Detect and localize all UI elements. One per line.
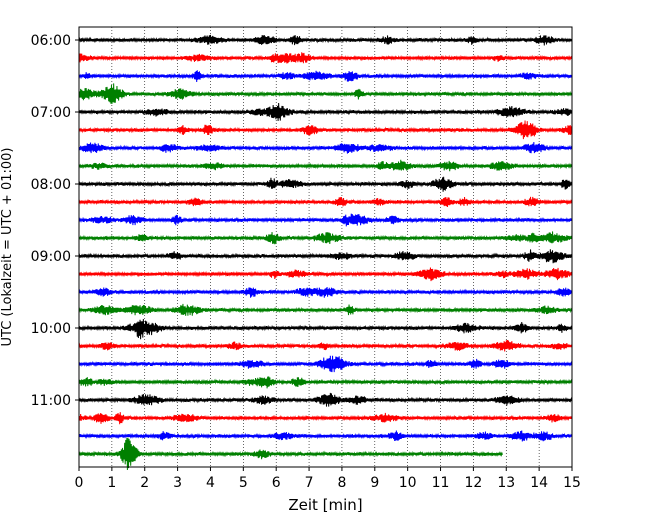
- x-tick-label: 15: [563, 475, 581, 491]
- x-tick-label: 4: [206, 475, 215, 491]
- y-tick-label: 09:00: [31, 249, 71, 265]
- x-tick-label: 1: [107, 475, 116, 491]
- x-tick-label: 7: [305, 475, 314, 491]
- trace-row-0945: [78, 303, 573, 316]
- y-tick-label: 08:00: [31, 177, 71, 193]
- trace-row-1045: [78, 376, 573, 389]
- x-axis-ticks: 0 1 2 3 4 5 6 7 8 9 10 11 12 13 14 15: [75, 467, 581, 491]
- x-tick-label: 14: [530, 475, 548, 491]
- x-tick-label: 9: [370, 475, 379, 491]
- x-axis-label: Zeit [min]: [288, 496, 362, 514]
- trace-row-0615: [78, 52, 573, 64]
- plot-frame: [78, 26, 573, 468]
- y-tick-label: 11:00: [31, 393, 71, 409]
- trace-row-1145: [78, 437, 503, 471]
- y-tick-label: 06:00: [31, 33, 71, 49]
- trace-row-0800: [78, 176, 573, 192]
- x-tick-label: 12: [464, 475, 482, 491]
- x-tick-label: 13: [497, 475, 515, 491]
- x-tick-label: 2: [140, 475, 149, 491]
- trace-row-0600: [78, 34, 573, 46]
- trace-row-0645: [78, 83, 573, 104]
- trace-row-0830: [78, 213, 573, 227]
- trace-row-0745: [78, 159, 573, 172]
- trace-row-0845: [78, 231, 573, 245]
- trace-row-0930: [78, 287, 573, 298]
- trace-row-0915: [78, 267, 573, 282]
- trace-row-1130: [78, 430, 573, 442]
- x-tick-label: 6: [272, 475, 281, 491]
- grid-lines: [111, 27, 540, 467]
- trace-row-1100: [78, 392, 573, 407]
- y-tick-label: 07:00: [31, 105, 71, 121]
- x-tick-label: 0: [75, 475, 84, 491]
- x-tick-label: 8: [337, 475, 346, 491]
- y-tick-label: 10:00: [31, 321, 71, 337]
- y-axis-ticks: 06:00 07:00 08:00 09:00 10:00 11:00: [31, 33, 79, 409]
- trace-row-0815: [78, 196, 573, 208]
- y-axis-label: UTC (Lokalzeit = UTC + 01:00): [0, 148, 15, 347]
- x-tick-label: 5: [239, 475, 248, 491]
- x-tick-label: 11: [432, 475, 450, 491]
- x-tick-label: 3: [173, 475, 182, 491]
- trace-row-1000: [78, 319, 573, 340]
- trace-row-0900: [78, 249, 573, 264]
- trace-row-0700: [78, 103, 573, 121]
- trace-row-1115: [78, 412, 573, 425]
- trace-row-0630: [78, 70, 573, 83]
- trace-row-1015: [78, 340, 573, 352]
- trace-row-0730: [78, 142, 573, 154]
- x-tick-label: 10: [399, 475, 417, 491]
- trace-row-0715: [78, 120, 573, 140]
- trace-row-1030: [78, 355, 573, 373]
- trace-rows: [78, 34, 573, 471]
